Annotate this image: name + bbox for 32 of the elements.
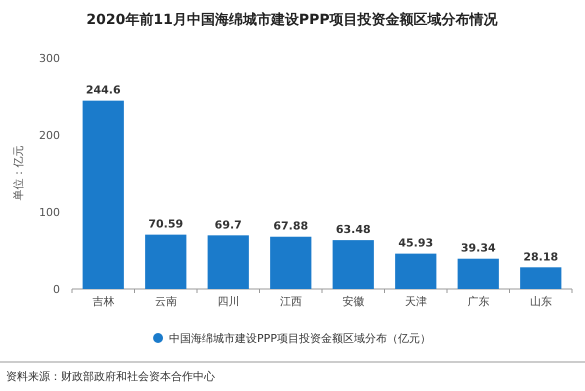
x-tick-label: 吉林 (92, 295, 114, 308)
chart-title: 2020年前11月中国海绵城市建设PPP项目投资金额区域分布情况 (86, 11, 499, 28)
x-tick-label: 云南 (154, 295, 177, 308)
data-label: 69.7 (214, 218, 242, 232)
data-label: 70.59 (148, 218, 184, 231)
data-label: 67.88 (273, 220, 308, 233)
bar (332, 240, 374, 289)
bar (395, 254, 436, 289)
legend: 中国海绵城市建设PPP项目投资金额区域分布（亿元） (153, 332, 431, 345)
x-tick-label: 四川 (217, 295, 240, 308)
x-tick-label: 天津 (404, 295, 427, 308)
data-label: 244.6 (86, 84, 121, 97)
x-tick-label: 江西 (280, 295, 302, 308)
y-axis-title: 单位：亿元 (12, 146, 25, 200)
y-tick-label: 100 (39, 206, 60, 219)
data-label: 28.18 (523, 250, 558, 264)
bar (520, 267, 562, 289)
bar (270, 236, 312, 289)
y-tick-label: 0 (53, 283, 60, 296)
data-label: 39.34 (460, 242, 496, 255)
y-tick-label: 200 (39, 129, 60, 142)
data-label: 45.93 (398, 236, 434, 250)
x-tick-label: 山东 (530, 295, 552, 308)
data-label: 63.48 (336, 223, 371, 236)
bar (208, 235, 249, 289)
bar (145, 234, 186, 289)
text: 资料来源：财政部政府和社会资本合作中心 (6, 370, 215, 383)
bar (82, 100, 124, 289)
x-tick-label: 广东 (467, 295, 490, 308)
y-tick-label: 300 (39, 52, 60, 65)
bar (458, 258, 499, 289)
x-tick-label: 安徽 (342, 295, 364, 308)
